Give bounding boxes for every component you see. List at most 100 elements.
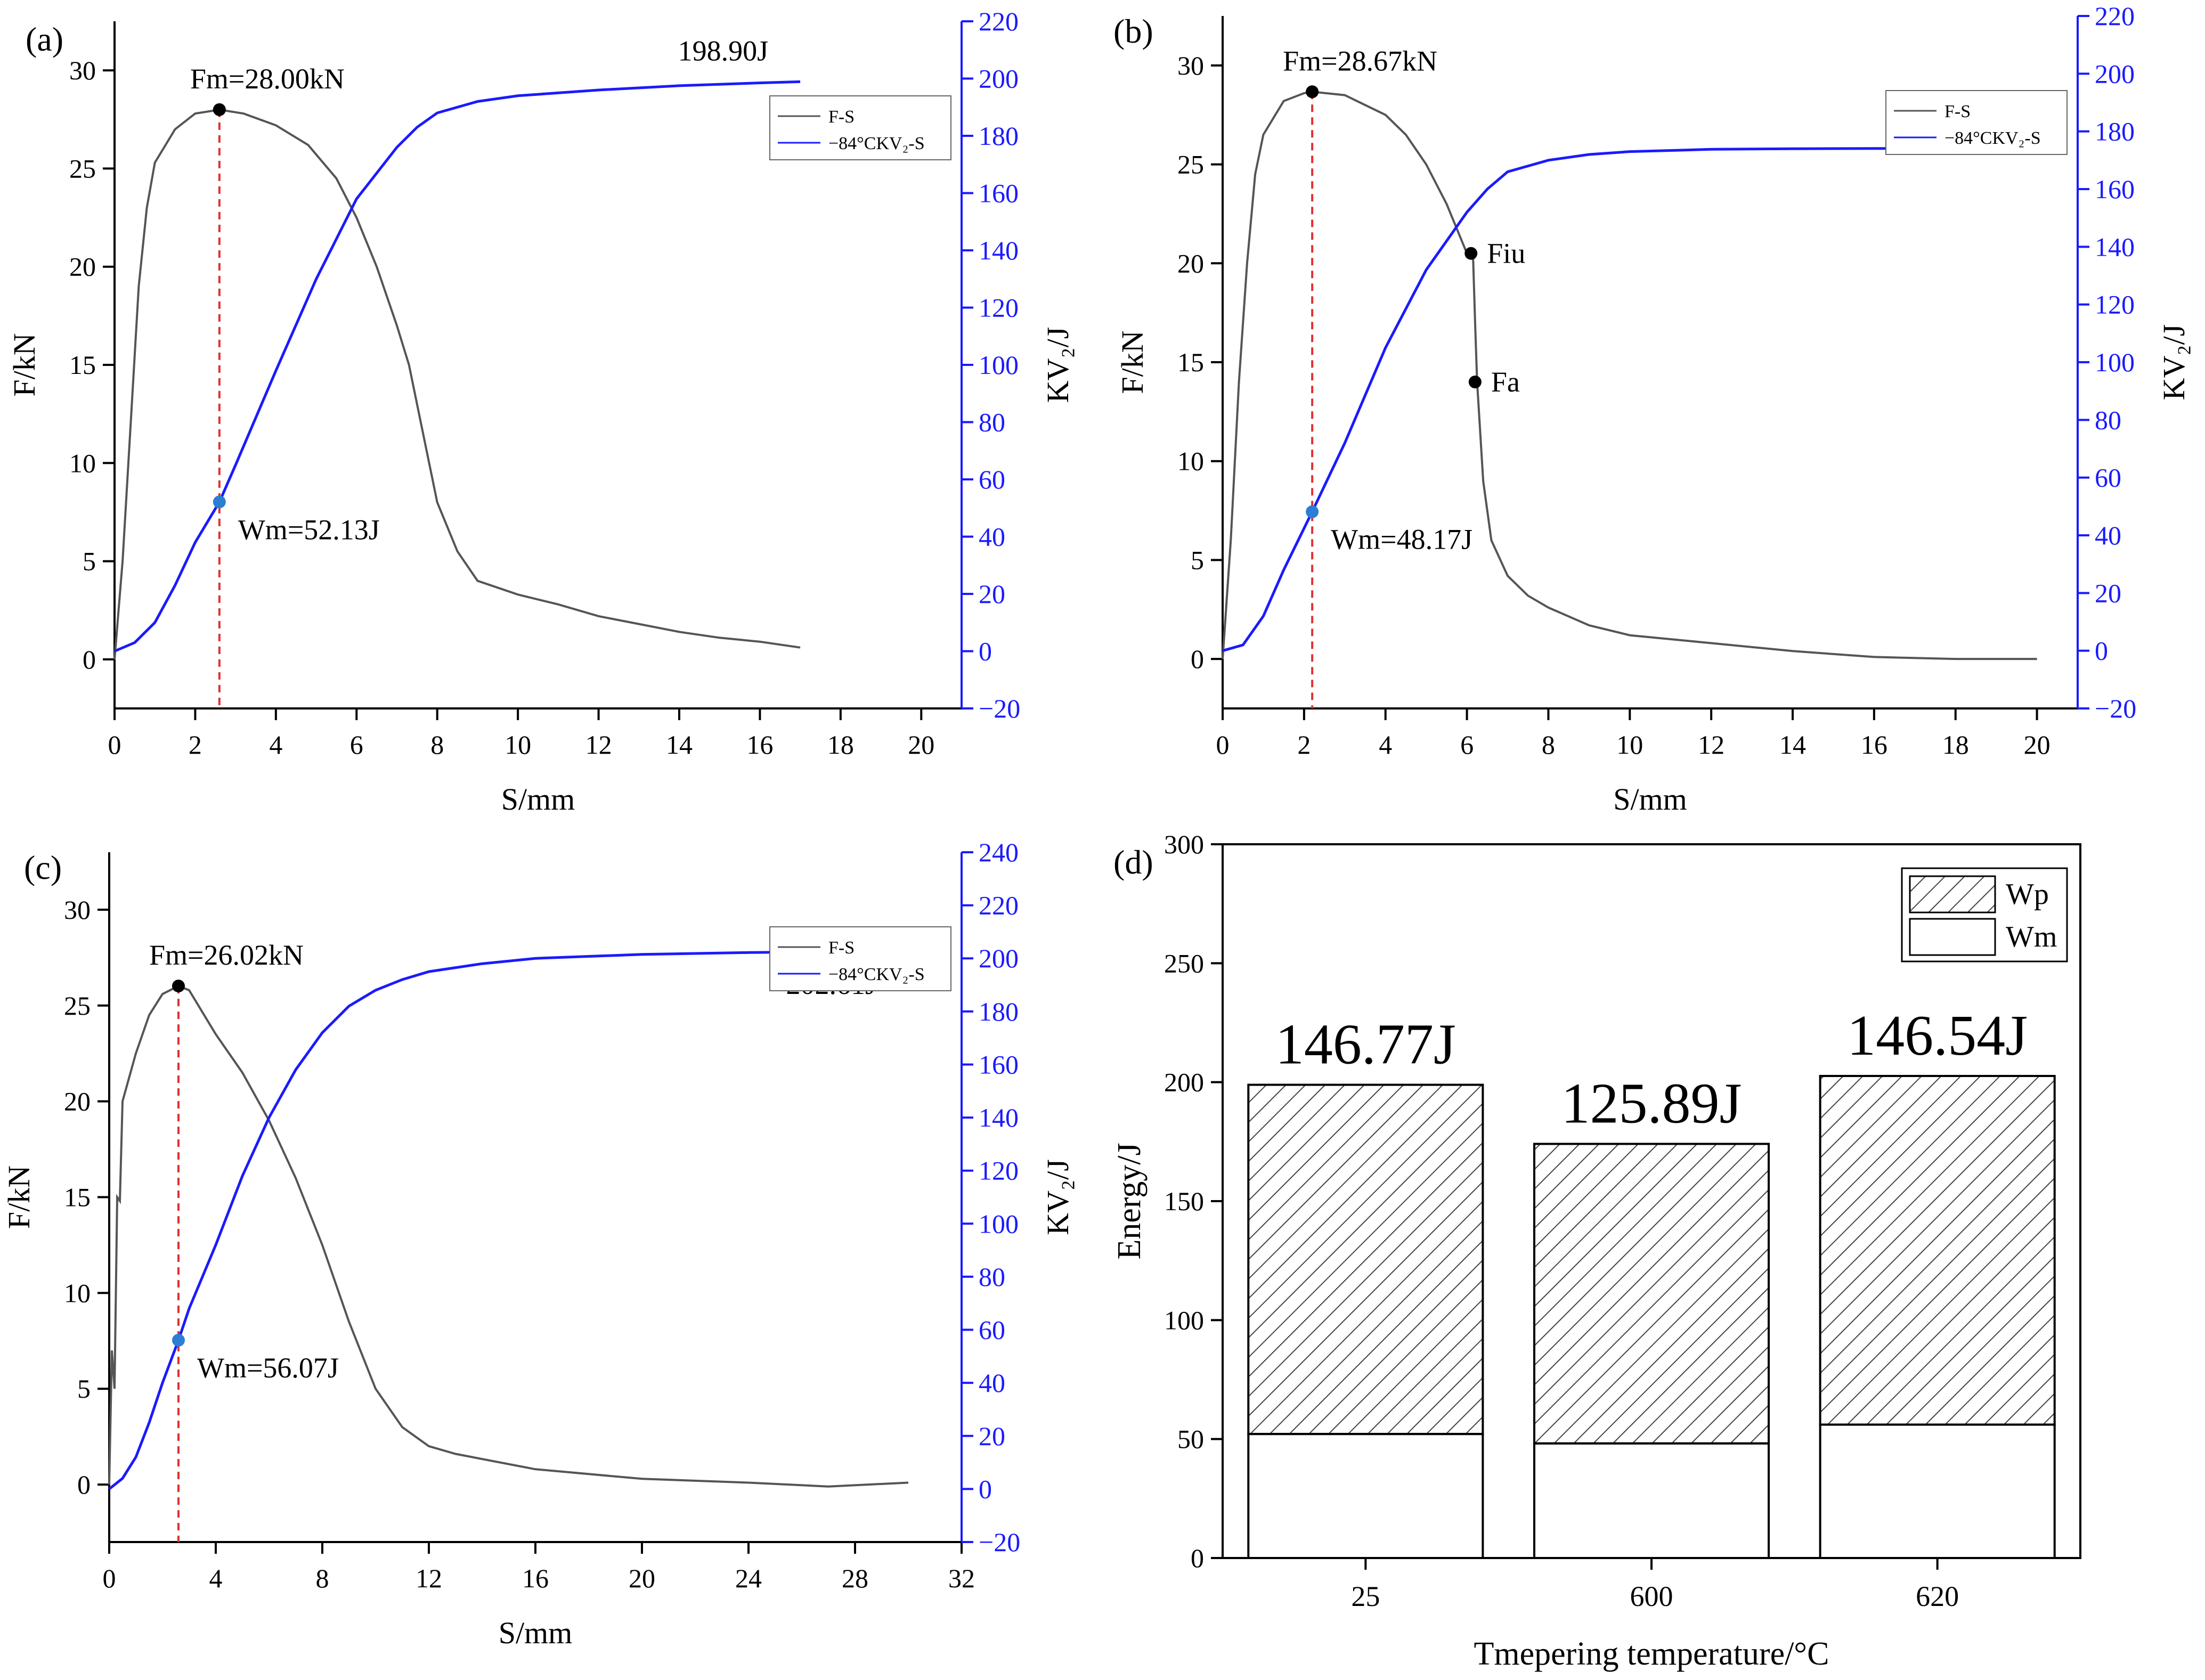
x-tick-label: 8: [1542, 730, 1555, 760]
x-axis-label: S/mm: [1613, 782, 1687, 817]
y2-tick-label: 20: [979, 579, 1005, 609]
x-tick-label: 4: [269, 730, 282, 760]
x-tick-label: 2: [1297, 730, 1311, 760]
y2-tick-label: 220: [979, 6, 1019, 36]
legend-entry: −84°CKV₂-S: [1944, 128, 2041, 148]
x-tick-label: 18: [1942, 730, 1969, 760]
y2-tick-label: 180: [979, 997, 1019, 1026]
event-point: [1468, 376, 1482, 389]
y-axis-label: Energy/J: [1111, 1143, 1148, 1259]
wm-point: [213, 495, 226, 509]
bar-wp: [1819, 1075, 2056, 1426]
y2-tick-label: 0: [979, 637, 992, 666]
y-tick-label: 5: [83, 547, 96, 576]
y-tick-label: 100: [1164, 1305, 1204, 1335]
y-tick-label: 0: [77, 1470, 91, 1499]
legend-entry: F-S: [828, 107, 855, 127]
y-tick-label: 25: [1177, 150, 1204, 180]
legend-entry: Wp: [2006, 878, 2049, 911]
bar-wp: [1533, 1143, 1770, 1445]
x-tick-label: 4: [209, 1563, 223, 1593]
force-curve: [108, 984, 909, 1488]
y-tick-label: 5: [77, 1374, 91, 1404]
y-tick-label: 200: [1164, 1067, 1204, 1097]
y2-tick-label: −20: [979, 1527, 1020, 1557]
y2-tick-label: 120: [979, 293, 1019, 323]
y-axis-label: F/kN: [7, 333, 42, 396]
y2-tick-label: 40: [2095, 520, 2121, 550]
y-tick-label: 20: [64, 1087, 91, 1116]
y2-tick-label: 80: [979, 407, 1005, 437]
y2-tick-label: 120: [2095, 290, 2135, 320]
panel-label: (c): [24, 849, 62, 886]
x-tick-label: 600: [1630, 1580, 1673, 1612]
bar-wm: [1247, 1433, 1484, 1559]
x-tick-label: 16: [522, 1563, 549, 1593]
y-axis-label: F/kN: [2, 1165, 36, 1229]
y2-tick-label: 140: [2095, 232, 2135, 262]
y2-tick-label: 140: [979, 235, 1019, 265]
y2-tick-label: 220: [2095, 1, 2135, 31]
legend-box: [769, 926, 951, 991]
y2-tick-label: 40: [979, 1368, 1005, 1398]
y-tick-label: 50: [1177, 1424, 1204, 1454]
y2-tick-label: 40: [979, 522, 1005, 552]
x-tick-label: 0: [103, 1563, 116, 1593]
y-tick-label: 10: [69, 448, 96, 478]
bar-data-label: 125.89J: [1561, 1072, 1742, 1136]
energy-curve: [114, 80, 801, 653]
x-tick-label: 4: [1379, 730, 1392, 760]
x-tick-label: 24: [735, 1563, 762, 1593]
x-tick-label: 2: [189, 730, 202, 760]
peak-force-label: Fm=26.02kN: [149, 939, 304, 971]
y2-tick-label: 200: [979, 64, 1019, 94]
y-tick-label: 10: [1177, 446, 1204, 476]
y2-tick-label: 80: [979, 1262, 1005, 1292]
peak-force-label: Fm=28.67kN: [1283, 45, 1437, 77]
wm-label: Wm=48.17J: [1331, 524, 1472, 556]
panel-label: (d): [1113, 843, 1153, 881]
y2-tick-label: −20: [2095, 694, 2136, 723]
y2-tick-label: 80: [2095, 405, 2121, 435]
y-tick-label: 30: [69, 55, 96, 85]
panel-d: (d) 0 50 100 150 200 250 300 25 146.77J 600 125.89J…: [1111, 829, 2081, 1672]
panel-label: (a): [26, 20, 63, 58]
bar-wm: [1819, 1423, 2056, 1559]
y-tick-label: 0: [1191, 644, 1204, 674]
peak-force-point: [213, 103, 226, 116]
y2-tick-label: 200: [979, 943, 1019, 973]
panel-a: (a)0 2 4 6 8 10 12 14 16 18 20051015202530−2002040…: [7, 6, 1075, 817]
y2-tick-label: 180: [979, 121, 1019, 151]
x-tick-label: 10: [505, 730, 531, 760]
y-tick-label: 15: [1177, 347, 1204, 377]
x-axis-label: S/mm: [499, 1616, 573, 1650]
x-tick-label: 20: [2024, 730, 2051, 760]
x-tick-label: 6: [350, 730, 363, 760]
x-tick-label: 0: [1216, 730, 1230, 760]
y-tick-label: 150: [1164, 1186, 1204, 1216]
y2-tick-label: 120: [979, 1156, 1019, 1186]
wm-label: Wm=56.07J: [197, 1352, 339, 1384]
x-tick-label: 12: [585, 730, 612, 760]
legend-box: [769, 95, 951, 160]
legend-swatch: [1909, 875, 1996, 914]
y2-axis-label: KV₂/J: [2157, 324, 2191, 401]
legend-entry: −84°CKV₂-S: [828, 965, 925, 984]
y2-tick-label: 20: [979, 1421, 1005, 1451]
wm-label: Wm=52.13J: [238, 513, 380, 545]
panel-c: (c) 0 4 8 12 16 20 24 28 32 0 5 10 15 20 25 30 −20 0 20 40 60…: [2, 837, 1075, 1650]
bar-data-label: 146.54J: [1847, 1004, 2028, 1067]
x-tick-label: 20: [908, 730, 934, 760]
y2-tick-label: 140: [979, 1103, 1019, 1132]
energy-curve: [1222, 147, 2037, 653]
wm-point: [172, 1334, 185, 1347]
y2-axis-label: KV₂/J: [1040, 1159, 1075, 1235]
total-energy-label: 198.90J: [678, 35, 769, 67]
y2-tick-label: 100: [2095, 347, 2135, 377]
peak-force-label: Fm=28.00kN: [190, 63, 345, 95]
x-tick-label: 12: [416, 1563, 442, 1593]
wm-point: [1306, 505, 1319, 518]
event-label: Fa: [1491, 366, 1520, 398]
y2-tick-label: 0: [979, 1474, 992, 1504]
